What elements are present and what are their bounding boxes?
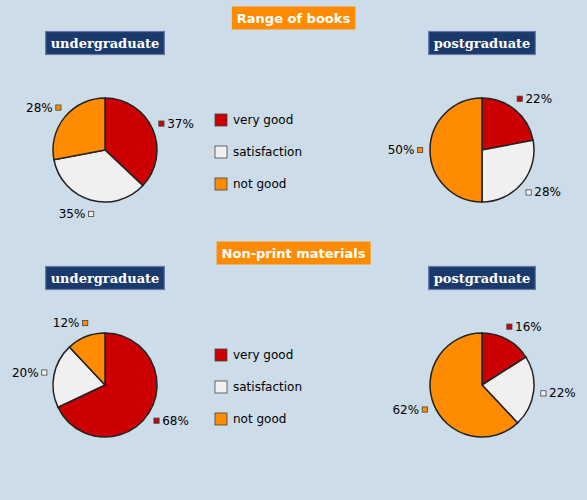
data-label: 50% — [388, 143, 415, 157]
label-swatch — [422, 407, 427, 412]
pie-title-box — [429, 267, 536, 290]
data-label: 22% — [549, 386, 576, 400]
legend-entry: not good — [233, 177, 286, 191]
data-label: 16% — [515, 320, 542, 334]
pie-slice — [430, 98, 482, 202]
pie-title: postgraduate — [434, 271, 531, 286]
pie-slice — [53, 98, 105, 160]
pie-title: undergraduate — [51, 271, 160, 286]
label-swatch — [507, 324, 512, 329]
legend-entry: satisfaction — [233, 380, 302, 394]
label-swatch — [42, 370, 47, 375]
label-swatch — [526, 190, 531, 195]
data-label: 12% — [53, 316, 80, 330]
data-label: 62% — [392, 403, 419, 417]
data-label: 28% — [26, 101, 53, 115]
legend-swatch — [215, 146, 227, 158]
pie-title-group: undergraduate — [46, 32, 165, 55]
pie-slice — [482, 140, 534, 202]
pie-title: postgraduate — [434, 36, 531, 51]
pie-title-box — [46, 267, 165, 290]
section-title-box — [217, 242, 371, 265]
pie-slice — [69, 333, 105, 385]
data-label: 37% — [167, 117, 194, 131]
pie — [53, 333, 157, 437]
pie-title-group: undergraduate — [46, 267, 165, 290]
background — [0, 0, 587, 500]
legend-swatch — [215, 114, 227, 126]
data-label: 28% — [534, 185, 561, 199]
label-swatch — [159, 121, 164, 126]
section-title: Non-print materials — [222, 246, 366, 261]
label-swatch — [56, 105, 61, 110]
legend-entry: very good — [233, 113, 293, 127]
pie-title: undergraduate — [51, 36, 160, 51]
section-title-box — [232, 7, 356, 30]
label-swatch — [541, 391, 546, 396]
label-swatch — [154, 418, 159, 423]
legend-swatch — [215, 349, 227, 361]
legend-swatch — [215, 381, 227, 393]
data-label: 35% — [59, 207, 86, 221]
legend-swatch — [215, 413, 227, 425]
legend-entry: satisfaction — [233, 145, 302, 159]
pie-title-group: postgraduate — [429, 32, 536, 55]
section-title-group: Non-print materials — [217, 242, 371, 265]
pie-slice — [430, 333, 518, 437]
legend-swatch — [215, 178, 227, 190]
pie — [53, 98, 157, 202]
label-swatch — [89, 211, 94, 216]
chart-root: Range of books undergraduate 37% 35% 28% very… — [0, 0, 587, 500]
data-label: 20% — [12, 366, 39, 380]
pie-title-box — [429, 32, 536, 55]
label-swatch — [418, 147, 423, 152]
data-label: 22% — [525, 92, 552, 106]
pie-title-box — [46, 32, 165, 55]
pie — [430, 98, 534, 202]
pie — [430, 333, 534, 437]
data-label: 68% — [162, 414, 189, 428]
section-title-group: Range of books — [232, 7, 356, 30]
legend-entry: very good — [233, 348, 293, 362]
label-swatch — [517, 96, 522, 101]
legend-entry: not good — [233, 412, 286, 426]
pie-title-group: postgraduate — [429, 267, 536, 290]
section-title: Range of books — [237, 11, 351, 26]
label-swatch — [83, 321, 88, 326]
